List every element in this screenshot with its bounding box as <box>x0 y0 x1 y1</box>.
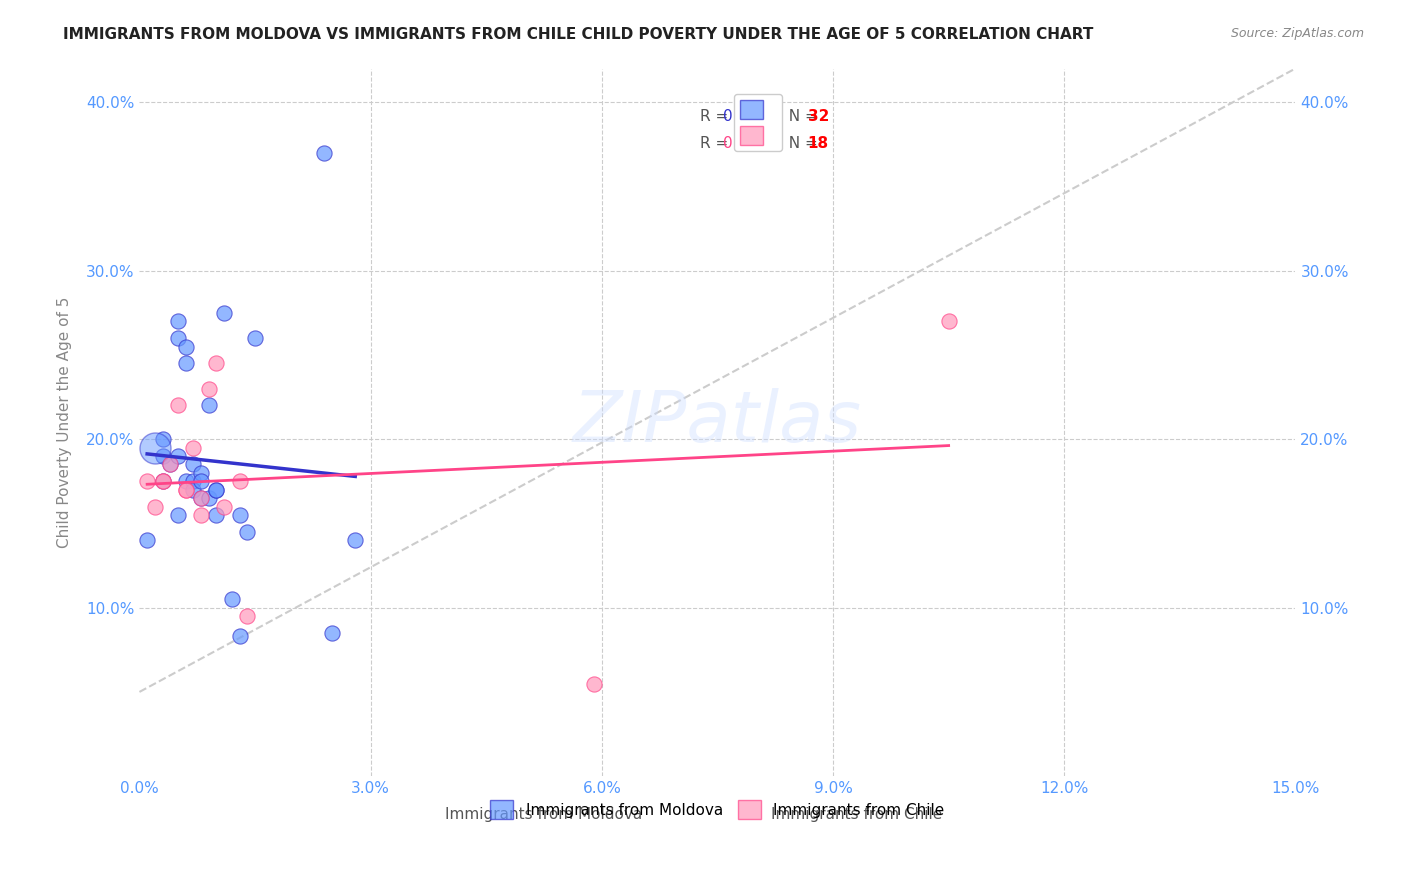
Text: ZIPatlas: ZIPatlas <box>572 388 862 457</box>
Point <box>583 676 606 690</box>
Point <box>314 145 336 160</box>
Point <box>198 491 221 505</box>
Point <box>143 441 166 455</box>
Text: N =: N = <box>779 109 823 124</box>
Y-axis label: Child Poverty Under the Age of 5: Child Poverty Under the Age of 5 <box>58 297 72 548</box>
Text: Immigrants from Chile: Immigrants from Chile <box>770 806 942 822</box>
Point <box>228 629 250 643</box>
Point <box>152 475 174 489</box>
Point <box>190 508 212 522</box>
Text: IMMIGRANTS FROM MOLDOVA VS IMMIGRANTS FROM CHILE CHILD POVERTY UNDER THE AGE OF : IMMIGRANTS FROM MOLDOVA VS IMMIGRANTS FR… <box>63 27 1094 42</box>
Point <box>198 382 221 396</box>
Point <box>228 475 250 489</box>
Text: Source: ZipAtlas.com: Source: ZipAtlas.com <box>1230 27 1364 40</box>
Point <box>152 432 174 446</box>
Point <box>228 508 250 522</box>
Point <box>321 626 343 640</box>
Point <box>174 475 197 489</box>
Point <box>159 458 181 472</box>
Point <box>167 331 190 345</box>
Point <box>205 483 228 497</box>
Point <box>198 399 221 413</box>
Point <box>174 356 197 370</box>
Text: 18: 18 <box>807 136 828 151</box>
Point <box>205 483 228 497</box>
Point <box>152 475 174 489</box>
Point <box>174 483 197 497</box>
Point <box>190 466 212 480</box>
Point <box>190 491 212 505</box>
Point <box>136 533 159 548</box>
Point <box>167 449 190 463</box>
Point <box>236 524 259 539</box>
Point <box>183 483 205 497</box>
Text: Immigrants from Moldova: Immigrants from Moldova <box>446 806 643 822</box>
Point <box>159 458 181 472</box>
Point <box>174 339 197 353</box>
Point <box>136 475 159 489</box>
Point <box>152 475 174 489</box>
Point <box>167 399 190 413</box>
Point <box>183 441 205 455</box>
Point <box>205 508 228 522</box>
Text: N =: N = <box>779 136 823 151</box>
Point <box>344 533 367 548</box>
Point <box>190 491 212 505</box>
Point <box>243 331 266 345</box>
Text: R =: R = <box>700 136 734 151</box>
Point <box>183 475 205 489</box>
Point <box>212 500 235 514</box>
Point <box>174 483 197 497</box>
Point <box>236 609 259 624</box>
Point <box>152 449 174 463</box>
Point <box>167 314 190 328</box>
Point <box>205 356 228 370</box>
Point <box>143 500 166 514</box>
Text: 32: 32 <box>807 109 830 124</box>
Point <box>212 306 235 320</box>
Point <box>167 508 190 522</box>
Point <box>938 314 960 328</box>
Text: 0.373: 0.373 <box>723 109 766 124</box>
Point <box>190 475 212 489</box>
Text: 0.129: 0.129 <box>723 136 766 151</box>
Text: R =: R = <box>700 109 734 124</box>
Point <box>183 458 205 472</box>
Point <box>221 592 243 607</box>
Legend: Immigrants from Moldova, Immigrants from Chile: Immigrants from Moldova, Immigrants from… <box>484 794 950 825</box>
